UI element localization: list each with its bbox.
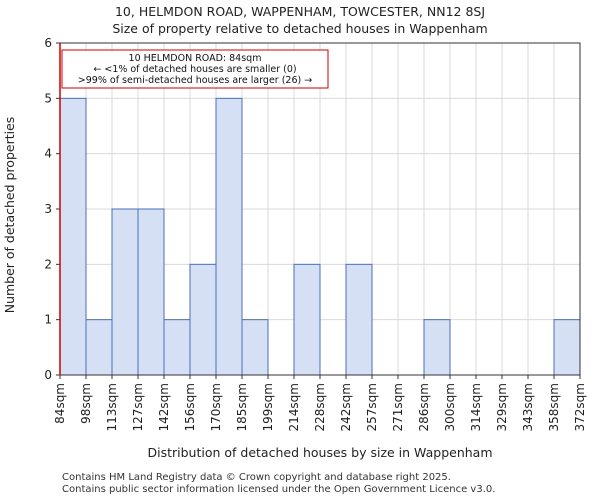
x-tick-label: 113sqm [105, 383, 119, 431]
x-tick-label: 329sqm [495, 383, 509, 431]
y-tick-labels: 0 1 2 3 4 5 6 [44, 36, 60, 382]
x-tick-label: 372sqm [573, 383, 587, 431]
x-axis-label: Distribution of detached houses by size … [147, 445, 492, 460]
annotation-frame [61, 49, 329, 89]
x-tick-label: 314sqm [469, 383, 483, 431]
x-tick-label: 98sqm [79, 383, 93, 424]
x-tick-label: 242sqm [339, 383, 353, 431]
x-tick-label: 214sqm [287, 383, 301, 431]
x-tick-labels: 84sqm 98sqm 113sqm 127sqm 142sqm 156sqm 170sqm… [53, 375, 587, 431]
annotation-line: ← <1% of detached houses are smaller (0) [93, 64, 296, 75]
y-axis-label: Number of detached properties [2, 117, 17, 314]
bar [293, 263, 321, 376]
bar [215, 97, 243, 376]
footer-line-1: Contains HM Land Registry data © Crown c… [62, 472, 451, 483]
bar [241, 319, 269, 376]
x-tick-label: 84sqm [53, 383, 67, 424]
bar [553, 319, 581, 376]
y-tick-label: 5 [44, 91, 52, 105]
y-tick-label: 1 [44, 313, 52, 327]
annotation-line: 10 HELMDON ROAD: 84sqm [129, 53, 262, 64]
y-tick-label: 2 [44, 257, 52, 271]
annotation-line: >99% of semi-detached houses are larger … [78, 75, 312, 86]
bar [85, 319, 113, 376]
bar [137, 208, 165, 376]
x-tick-label: 343sqm [521, 383, 535, 431]
x-tick-label: 257sqm [365, 383, 379, 431]
x-tick-label: 300sqm [443, 383, 457, 431]
x-tick-label: 358sqm [547, 383, 561, 431]
y-tick-label: 3 [44, 202, 52, 216]
bar [345, 263, 373, 376]
x-tick-label: 127sqm [131, 383, 145, 431]
x-tick-label: 156sqm [183, 383, 197, 431]
y-tick-label: 4 [44, 147, 52, 161]
bar [163, 319, 191, 376]
bar [111, 208, 139, 376]
annotation-box: 10 HELMDON ROAD: 84sqm← <1% of detached … [61, 49, 329, 89]
x-tick-label: 142sqm [157, 383, 171, 431]
bar [423, 319, 451, 376]
x-tick-label: 271sqm [391, 383, 405, 431]
x-tick-label: 170sqm [209, 383, 223, 431]
x-tick-label: 199sqm [261, 383, 275, 431]
chart-subtitle: Size of property relative to detached ho… [112, 21, 488, 36]
x-tick-label: 185sqm [235, 383, 249, 431]
x-tick-label: 228sqm [313, 383, 327, 431]
x-tick-label: 286sqm [417, 383, 431, 431]
y-tick-label: 0 [44, 368, 52, 382]
bar [189, 263, 217, 376]
chart-title: 10, HELMDON ROAD, WAPPENHAM, TOWCESTER, … [114, 4, 486, 19]
y-tick-label: 6 [44, 36, 52, 50]
bar [59, 97, 87, 376]
footer-line-2: Contains public sector information licen… [62, 484, 496, 495]
